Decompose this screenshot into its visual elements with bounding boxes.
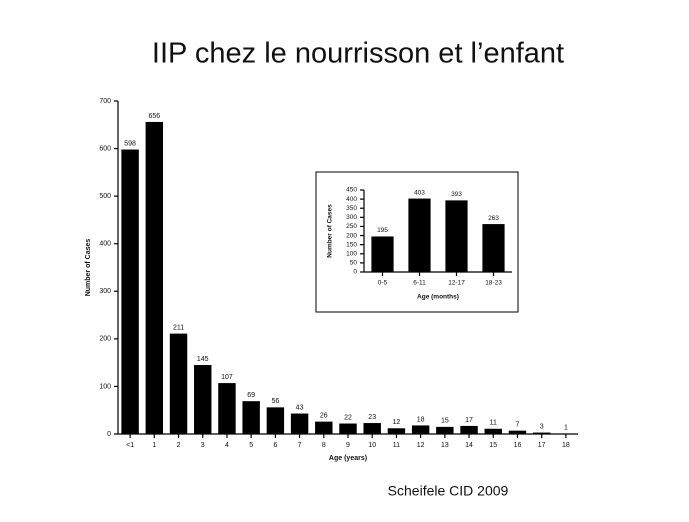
bar: [363, 423, 380, 434]
bar: [315, 422, 332, 434]
y-tick-label: 400: [346, 196, 357, 203]
y-axis-label: Number of Cases: [327, 204, 334, 258]
y-tick-label: 600: [99, 145, 111, 152]
x-tick-label: 7: [298, 442, 302, 449]
x-axis-label: Age (months): [417, 294, 459, 301]
y-tick-label: 400: [99, 241, 111, 248]
x-axis-label: Age (years): [329, 455, 367, 462]
x-tick-label: 18: [562, 442, 570, 449]
data-label: 656: [148, 113, 160, 120]
x-tick-label: 6-11: [413, 280, 426, 287]
source: Scheifele CID 2009: [388, 483, 509, 499]
x-tick-label: 1: [152, 442, 156, 449]
y-tick-label: 700: [99, 98, 111, 105]
data-label: 263: [488, 215, 499, 222]
bar: [339, 424, 356, 434]
y-tick-label: 0: [353, 269, 357, 276]
data-label: 1: [564, 424, 568, 431]
data-label: 26: [320, 412, 328, 419]
x-tick-label: 18-23: [485, 280, 502, 287]
bar: [485, 429, 502, 434]
bar: [146, 122, 163, 434]
data-label: 17: [465, 417, 473, 424]
bar: [218, 383, 235, 434]
bar: [482, 224, 504, 272]
data-label: 11: [490, 420, 497, 427]
data-label: 43: [296, 404, 304, 411]
bar: [242, 401, 259, 434]
bar: [445, 200, 467, 272]
data-label: 7: [516, 422, 520, 429]
y-tick-label: 200: [346, 232, 357, 239]
data-label: 107: [221, 374, 233, 381]
bar: [408, 199, 430, 272]
y-tick-label: 350: [346, 205, 357, 212]
x-tick-label: 12-17: [448, 280, 465, 287]
bar: [509, 431, 526, 434]
data-label: 12: [393, 419, 401, 426]
y-tick-label: 0: [107, 431, 111, 438]
y-tick-label: 250: [346, 223, 357, 230]
x-tick-label: 8: [322, 442, 326, 449]
x-tick-label: 11: [393, 442, 400, 449]
x-tick-label: 2: [177, 442, 181, 449]
y-tick-label: 200: [99, 336, 111, 343]
x-tick-label: 17: [538, 442, 546, 449]
bar: [371, 236, 393, 272]
x-tick-label: 3: [201, 442, 205, 449]
data-label: 18: [417, 416, 425, 423]
x-tick-label: 4: [225, 442, 229, 449]
y-tick-label: 100: [99, 383, 111, 390]
bar: [170, 334, 187, 434]
data-label: 598: [124, 140, 136, 147]
data-label: 15: [441, 418, 449, 425]
bar: [291, 414, 308, 434]
bar: [412, 425, 429, 434]
bar: [460, 426, 477, 434]
data-label: 69: [247, 392, 255, 399]
y-tick-label: 50: [350, 260, 358, 267]
y-tick-label: 300: [346, 214, 357, 221]
data-label: 56: [271, 398, 279, 405]
data-label: 403: [414, 189, 425, 196]
x-tick-label: 10: [368, 442, 376, 449]
slide-title: IIP chez le nourrisson et l’enfant: [152, 38, 564, 70]
data-label: 145: [197, 356, 209, 363]
data-label: 393: [451, 191, 462, 198]
x-tick-label: 0-5: [378, 280, 388, 287]
x-tick-label: 6: [273, 442, 277, 449]
bar: [388, 428, 405, 434]
x-tick-label: 16: [514, 442, 522, 449]
x-tick-label: 15: [489, 442, 497, 449]
bar: [533, 433, 550, 434]
x-tick-label: 14: [465, 442, 473, 449]
bar: [121, 150, 138, 434]
x-tick-label: 12: [417, 442, 425, 449]
bar: [194, 365, 211, 434]
y-tick-label: 150: [346, 241, 357, 248]
x-tick-label: 13: [441, 442, 449, 449]
y-tick-label: 100: [346, 250, 357, 257]
data-label: 22: [344, 414, 352, 421]
data-label: 195: [377, 227, 388, 234]
x-tick-label: <1: [126, 442, 134, 449]
bar: [436, 427, 453, 434]
y-tick-label: 300: [99, 288, 111, 295]
y-tick-label: 450: [346, 187, 357, 194]
y-axis-label: Number of Cases: [85, 239, 92, 297]
data-label: 23: [368, 414, 376, 421]
data-label: 211: [173, 324, 184, 331]
x-tick-label: 5: [249, 442, 253, 449]
data-label: 3: [540, 423, 544, 430]
bar: [267, 407, 284, 434]
x-tick-label: 9: [346, 442, 350, 449]
y-tick-label: 500: [99, 193, 111, 200]
